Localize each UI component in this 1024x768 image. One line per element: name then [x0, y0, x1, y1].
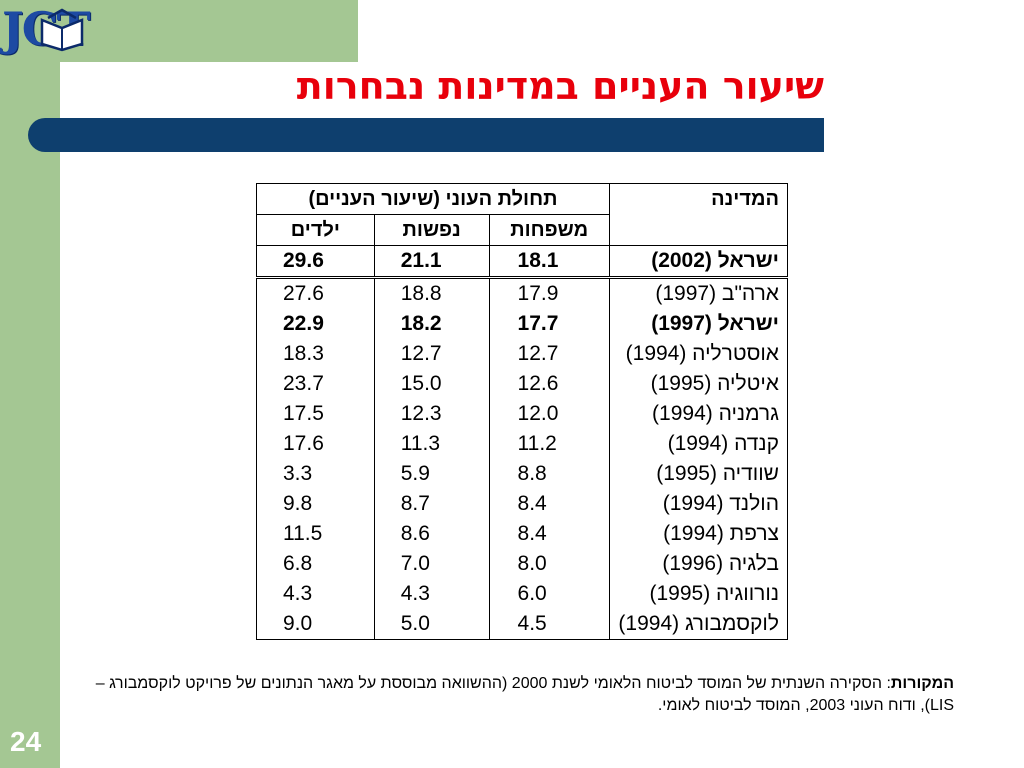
table-row: שוודיה (1995) 8.8 5.9 3.3: [256, 459, 789, 489]
poverty-rate-table: המדינה תחולת העוני (שיעור העניים) משפחות…: [256, 183, 789, 640]
table-row: לוקסמבורג (1994) 4.5 5.0 9.0: [256, 609, 789, 640]
cell-persons: 5.0: [373, 609, 490, 640]
cell-children: 4.3: [256, 579, 375, 609]
cell-country: לוקסמבורג (1994): [608, 609, 789, 640]
cell-children: 17.5: [256, 399, 375, 429]
cell-families: 11.2: [488, 429, 610, 459]
table-row: נורווגיה (1995) 6.0 4.3 4.3: [256, 579, 789, 609]
table-subheader-row: משפחות נפשות ילדים: [256, 214, 788, 246]
cell-country: בלגיה (1996): [608, 549, 789, 579]
cell-country: הולנד (1994): [608, 489, 789, 519]
header-persons: נפשות: [373, 214, 490, 246]
cell-children: 29.6: [256, 245, 375, 279]
cell-country: צרפת (1994): [608, 519, 789, 549]
cell-country: גרמניה (1994): [608, 399, 789, 429]
cell-families: 12.7: [488, 339, 610, 369]
cell-families: 4.5: [488, 609, 610, 640]
cell-families: 12.0: [488, 399, 610, 429]
cell-persons: 4.3: [373, 579, 490, 609]
table-row: הולנד (1994) 8.4 8.7 9.8: [256, 489, 789, 519]
table-row: אוסטרליה (1994) 12.7 12.7 18.3: [256, 339, 789, 369]
sources-note: המקורות: הסקירה השנתית של המוסד לביטוח ה…: [94, 673, 954, 717]
cell-children: 6.8: [256, 549, 375, 579]
header-children: ילדים: [256, 214, 375, 246]
cell-children: 27.6: [256, 277, 375, 309]
cell-children: 17.6: [256, 429, 375, 459]
cell-children: 9.8: [256, 489, 375, 519]
cell-persons: 18.2: [373, 309, 490, 339]
header-country: המדינה: [608, 183, 789, 246]
cell-children: 23.7: [256, 369, 375, 399]
cell-families: 17.7: [488, 309, 610, 339]
header-families: משפחות: [488, 214, 610, 246]
table-row: איטליה (1995) 12.6 15.0 23.7: [256, 369, 789, 399]
cell-persons: 21.1: [373, 245, 490, 279]
slide-title: שיעור העניים במדינות נבחרות: [296, 64, 824, 108]
cell-children: 18.3: [256, 339, 375, 369]
cell-persons: 12.7: [373, 339, 490, 369]
cell-children: 3.3: [256, 459, 375, 489]
page-number: 24: [10, 726, 42, 757]
cell-persons: 11.3: [373, 429, 490, 459]
jct-logo: JCT: [0, 0, 150, 60]
cell-country: קנדה (1994): [608, 429, 789, 459]
cell-country: ישראל (1997): [608, 309, 789, 339]
cell-persons: 7.0: [373, 549, 490, 579]
cell-families: 6.0: [488, 579, 610, 609]
table-row: בלגיה (1996) 8.0 7.0 6.8: [256, 549, 789, 579]
cell-country: שוודיה (1995): [608, 459, 789, 489]
table-row: גרמניה (1994) 12.0 12.3 17.5: [256, 399, 789, 429]
cell-children: 11.5: [256, 519, 375, 549]
cell-children: 9.0: [256, 609, 375, 640]
table-header-row: המדינה תחולת העוני (שיעור העניים): [256, 183, 789, 246]
cell-country: ארה"ב (1997): [608, 277, 789, 309]
title-underline-bar: [28, 118, 824, 152]
sources-text: : הסקירה השנתית של המוסד לביטוח הלאומי ל…: [95, 675, 954, 714]
cell-persons: 12.3: [373, 399, 490, 429]
header-poverty-incidence: תחולת העוני (שיעור העניים): [256, 183, 610, 215]
left-frame-strip: [0, 0, 60, 768]
cell-country: נורווגיה (1995): [608, 579, 789, 609]
cell-families: 17.9: [488, 277, 610, 309]
table-row: ישראל (2002) 18.1 21.1 29.6: [256, 245, 789, 279]
cell-families: 18.1: [488, 245, 610, 279]
cell-persons: 5.9: [373, 459, 490, 489]
cell-country: אוסטרליה (1994): [608, 339, 789, 369]
cell-country: איטליה (1995): [608, 369, 789, 399]
cell-families: 8.8: [488, 459, 610, 489]
cell-persons: 8.6: [373, 519, 490, 549]
table-row: ארה"ב (1997) 17.9 18.8 27.6: [256, 277, 789, 309]
sources-label: המקורות: [890, 675, 954, 692]
cell-families: 8.4: [488, 489, 610, 519]
cell-children: 22.9: [256, 309, 375, 339]
table-row: צרפת (1994) 8.4 8.6 11.5: [256, 519, 789, 549]
table-row: קנדה (1994) 11.2 11.3 17.6: [256, 429, 789, 459]
cell-country: ישראל (2002): [608, 245, 789, 279]
cell-persons: 18.8: [373, 277, 490, 309]
cell-families: 8.4: [488, 519, 610, 549]
cell-families: 12.6: [488, 369, 610, 399]
cell-families: 8.0: [488, 549, 610, 579]
book-icon: [40, 8, 84, 52]
cell-persons: 8.7: [373, 489, 490, 519]
table-row: ישראל (1997) 17.7 18.2 22.9: [256, 309, 789, 339]
cell-persons: 15.0: [373, 369, 490, 399]
